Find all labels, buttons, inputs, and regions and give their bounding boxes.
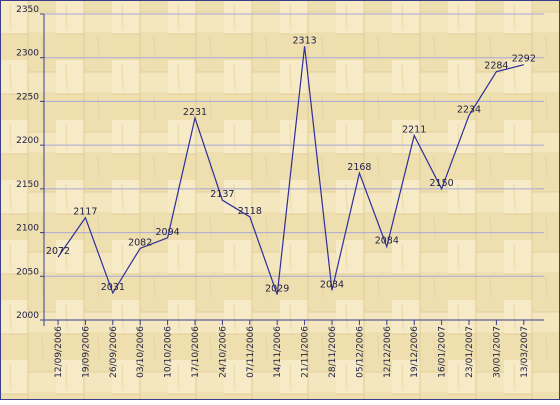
x-tick-label: 14/11/2006 (273, 326, 283, 378)
data-label: 2137 (210, 189, 234, 200)
x-tick-label: 16/01/2007 (438, 326, 448, 378)
series-line (57, 46, 524, 295)
data-label: 2094 (156, 227, 180, 238)
data-label: 2034 (320, 279, 344, 290)
x-tick-label: 19/12/2006 (410, 326, 420, 378)
x-tick-label: 05/12/2006 (355, 326, 365, 378)
y-tick-label: 2100 (16, 224, 39, 234)
data-label: 2211 (402, 125, 426, 136)
y-tick-label: 2250 (16, 92, 39, 102)
axes (43, 14, 544, 326)
data-label: 2082 (128, 237, 152, 248)
data-labels: 2072 2117 2031 2082 2094 2231 2137 2118 2029 2313… (46, 35, 536, 294)
data-label: 2284 (484, 61, 508, 72)
y-tick-label: 2050 (16, 267, 39, 277)
y-tick-label: 2350 (16, 5, 39, 15)
x-tick-label: 12/12/2006 (383, 326, 393, 378)
y-tick-label: 2300 (16, 49, 39, 59)
x-tick-label: 12/09/2006 (54, 326, 64, 378)
x-tick-label: 28/11/2006 (328, 326, 338, 378)
data-label: 2292 (512, 54, 536, 65)
x-tick-label: 19/09/2006 (81, 326, 91, 378)
x-tick-label: 21/11/2006 (301, 326, 311, 378)
x-tick-label: 07/11/2006 (246, 326, 256, 378)
x-tick-label: 03/10/2006 (136, 326, 146, 378)
data-label: 2031 (101, 282, 125, 293)
y-tick-label: 2200 (16, 136, 39, 146)
data-label: 2029 (265, 284, 289, 295)
data-label: 2084 (375, 236, 399, 247)
x-tick-label: 26/09/2006 (109, 326, 119, 378)
data-label: 2231 (183, 107, 207, 118)
x-tick-label: 24/10/2006 (218, 326, 228, 378)
x-tick-label: 23/01/2007 (465, 326, 475, 378)
data-label: 2168 (347, 162, 371, 173)
data-label: 2234 (457, 104, 481, 115)
data-label: 2313 (293, 35, 317, 46)
y-tick-label: 2000 (16, 311, 39, 321)
data-label: 2118 (238, 206, 262, 217)
y-tick-label: 2150 (16, 180, 39, 190)
data-label: 2072 (46, 246, 70, 257)
x-tick-label: 10/10/2006 (164, 326, 174, 378)
data-label: 2150 (430, 178, 454, 189)
data-label: 2117 (73, 207, 97, 218)
x-tick-label: 30/01/2007 (492, 326, 502, 378)
x-axis-ticks: 12/09/2006 19/09/2006 26/09/2006 03/10/2006… (54, 320, 530, 378)
series-line-group (57, 46, 524, 295)
x-tick-label: 13/03/2007 (520, 326, 530, 378)
y-axis-ticks: 2000 2050 2100 2150 2200 2250 2300 2350 (16, 5, 44, 321)
x-tick-label: 17/10/2006 (191, 326, 201, 378)
